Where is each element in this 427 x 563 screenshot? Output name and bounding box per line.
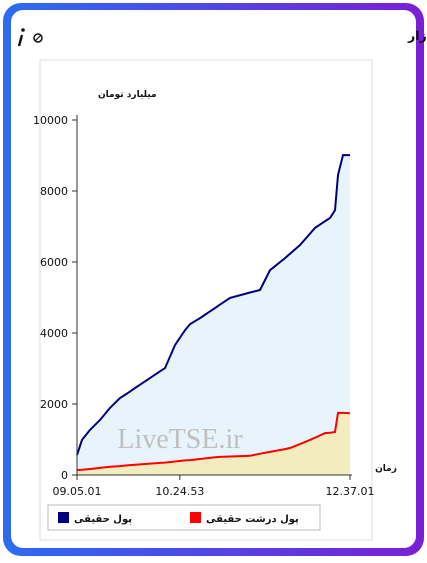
legend-swatch [190,512,201,523]
x-tick-label: 12.37.01 [326,485,375,498]
legend-label: پول حقیقی [74,514,132,525]
series-line [76,154,350,456]
x-axis-label: زمان [375,464,397,474]
y-tick-label: 6000 [40,256,68,269]
info-icon [17,28,43,47]
area-fill [77,412,350,475]
y-tick-label: 8000 [40,185,68,198]
legend [47,504,321,531]
x-tick-label: 09.05.01 [53,485,102,498]
title: برآیند ورود و خروج پول حقیقی و پول درشت … [407,28,427,43]
series-line [76,411,351,471]
y-tick-label: 2000 [40,398,68,411]
legend-label: پول درشت حقیقی [206,514,299,525]
y-axis-label: میلیارد تومان [98,90,157,100]
x-tick-label: 10.24.53 [155,485,204,498]
y-tick-label: 0 [61,469,68,482]
legend-swatch [58,512,69,523]
y-tick-label: 10000 [33,114,68,127]
y-tick-label: 4000 [40,327,68,340]
watermark: LiveTSE.ir [117,424,243,455]
area-fill [77,155,350,475]
